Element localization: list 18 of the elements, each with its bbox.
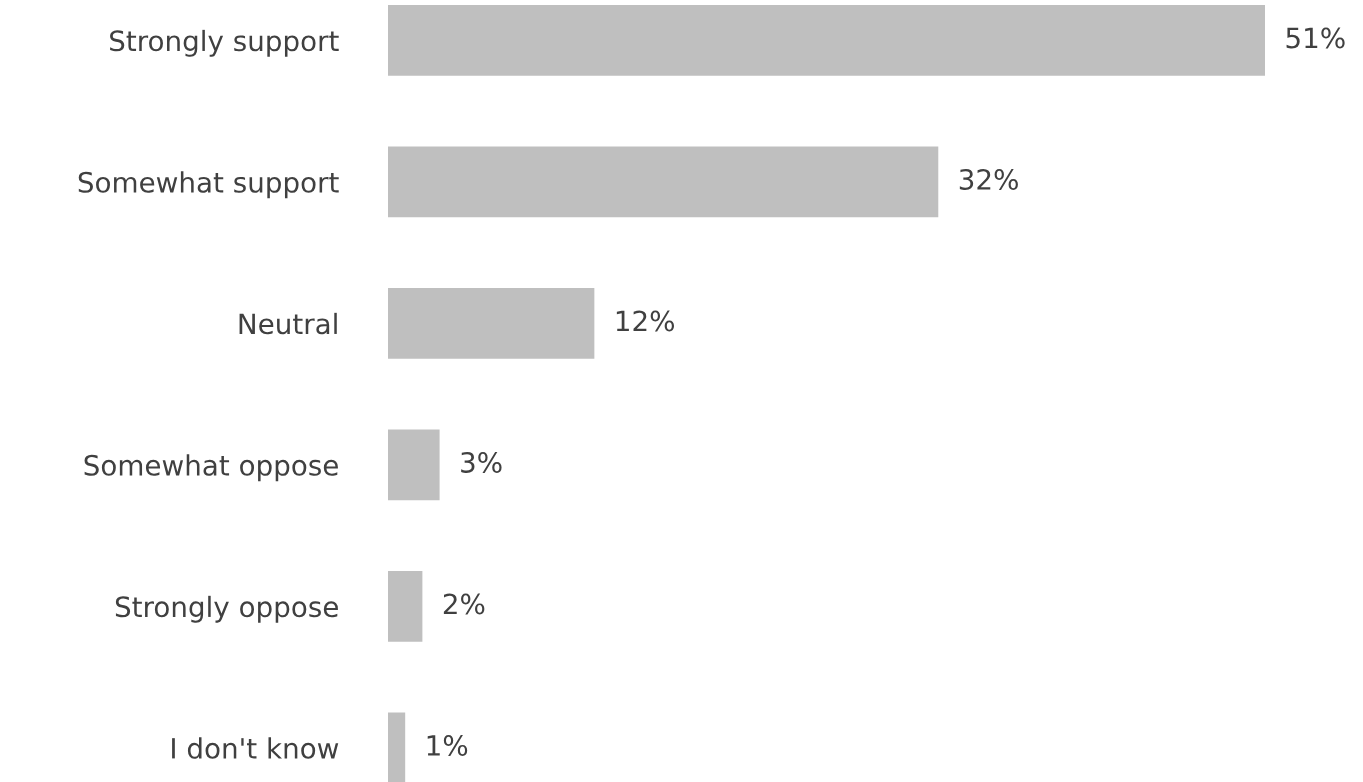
data-label: 2% xyxy=(443,593,485,615)
y-tick-label: Neutral xyxy=(239,312,337,335)
y-tick-label: Somewhat support xyxy=(78,171,339,199)
bar xyxy=(388,5,1265,76)
data-label: 1% xyxy=(427,734,468,756)
bar xyxy=(388,288,595,359)
bar xyxy=(388,429,440,501)
data-label: 51% xyxy=(1286,27,1345,49)
bar xyxy=(388,146,939,218)
y-tick-label: Somewhat oppose xyxy=(84,454,338,482)
bar xyxy=(388,712,406,782)
data-label: 32% xyxy=(959,168,1018,190)
data-label: 3% xyxy=(461,451,502,473)
y-tick-label: Strongly oppose xyxy=(115,595,338,623)
y-tick-label: Strongly support xyxy=(110,29,339,57)
y-tick-label: I don't know xyxy=(172,737,339,759)
bar xyxy=(388,570,423,642)
data-label: 12% xyxy=(616,310,674,332)
